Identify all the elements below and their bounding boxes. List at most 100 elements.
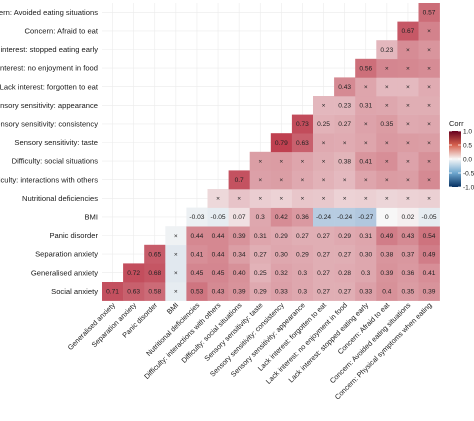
cell-value-label: × (427, 140, 431, 147)
heatmap-cell (397, 170, 419, 190)
cell-value-label: 0.63 (127, 289, 140, 296)
heatmap-cell (334, 151, 356, 171)
heatmap-cell (291, 226, 314, 246)
cell-value-label: 0.36 (402, 270, 415, 277)
cell-value-label: 0.36 (296, 214, 309, 221)
cell-value-label: × (174, 251, 178, 258)
cell-value-label: × (216, 196, 220, 203)
heatmap-cell (418, 170, 440, 190)
heatmap-cell (228, 282, 250, 301)
cell-value-label: 0.38 (380, 251, 393, 258)
cell-value-label: -0.03 (189, 214, 204, 221)
heatmap-cell (355, 96, 377, 115)
cell-value-label: × (427, 103, 431, 110)
cell-value-label: 0.39 (233, 233, 246, 240)
heatmap-cell (228, 263, 250, 283)
cell-value-label: 0.39 (423, 289, 436, 296)
heatmap-cell (313, 170, 335, 190)
y-tick-label: Separation anxiety (35, 250, 98, 259)
heatmap-cell (270, 170, 293, 190)
cell-value-label: × (258, 158, 262, 165)
cell-value-label: × (364, 196, 368, 203)
heatmap-cells: 0.71 0.63 0.58 × 0.53 0.43 0.39 0.29 0.33 0.3 0.27… (102, 3, 440, 301)
heatmap-cell (397, 151, 419, 171)
heatmap-cell (397, 263, 419, 283)
heatmap-cell (186, 244, 208, 264)
heatmap-cell (313, 263, 335, 283)
cell-value-label: 0.41 (423, 270, 436, 277)
heatmap-cell (334, 114, 356, 134)
cell-value-label: 0.72 (127, 270, 140, 277)
heatmap-cell (291, 170, 314, 190)
heatmap-cell (334, 170, 356, 190)
legend-tick-label: -1.0 (463, 184, 474, 191)
cell-value-label: 0.3 (298, 270, 307, 277)
heatmap-cell (207, 226, 229, 246)
heatmap-cell (397, 40, 419, 60)
cell-value-label: 0.33 (275, 289, 288, 296)
heatmap-cell (334, 133, 356, 153)
cell-value-label: -0.24 (337, 214, 352, 221)
cell-value-label: 0.44 (212, 251, 225, 258)
legend-tick-label: 0.0 (463, 156, 472, 163)
cell-value-label: 0.41 (359, 158, 372, 165)
y-tick-label: Sensory sensitivity: appearance (0, 101, 98, 110)
heatmap-cell (334, 282, 356, 301)
cell-value-label: 0.34 (233, 251, 246, 258)
heatmap-cell (313, 282, 335, 301)
cell-value-label: × (364, 140, 368, 147)
heatmap-cell (397, 96, 419, 115)
heatmap-cell (397, 133, 419, 153)
cell-value-label: × (385, 177, 389, 184)
legend-tick-label: 0.5 (463, 142, 472, 149)
cell-value-label: 0.43 (338, 84, 351, 91)
cell-value-label: 0.27 (317, 270, 330, 277)
heatmap-cell (418, 151, 440, 171)
heatmap-cell (376, 207, 398, 227)
cell-value-label: 0.33 (359, 289, 372, 296)
cell-value-label: × (343, 196, 347, 203)
heatmap-cell (186, 263, 208, 283)
cell-value-label: 0.58 (148, 289, 161, 296)
heatmap-cell (186, 282, 208, 301)
heatmap-cell (291, 151, 314, 171)
cell-value-label: 0.44 (212, 233, 225, 240)
heatmap-cell (418, 40, 440, 60)
cell-value-label: 0.32 (275, 270, 288, 277)
cell-value-label: 0.67 (402, 28, 415, 35)
heatmap-cell (144, 244, 166, 264)
cell-value-label: 0.3 (361, 270, 370, 277)
cell-value-label: 0.25 (254, 270, 267, 277)
heatmap-cell (334, 96, 356, 115)
y-tick-label: Lack interest: no enjoyment in food (0, 64, 98, 73)
heatmap-cell (397, 207, 419, 227)
cell-value-label: × (385, 140, 389, 147)
cell-value-label: 0.37 (402, 251, 415, 258)
y-tick-label: BMI (84, 213, 98, 222)
heatmap-cell (313, 114, 335, 134)
cell-value-label: × (279, 177, 283, 184)
cell-value-label: 0.27 (338, 121, 351, 128)
y-tick-label: Lack interest: forgotten to eat (0, 82, 99, 91)
cell-value-label: 0.43 (402, 233, 415, 240)
heatmap-cell (376, 263, 398, 283)
cell-value-label: × (385, 84, 389, 91)
heatmap-cell (270, 282, 293, 301)
legend-tick-label: -0.5 (463, 170, 474, 177)
heatmap-cell (376, 77, 398, 97)
heatmap-cell (313, 226, 335, 246)
heatmap-cell (291, 263, 314, 283)
cell-value-label: 0.23 (380, 47, 393, 54)
heatmap-cell (291, 244, 314, 264)
heatmap-cell (313, 207, 335, 227)
cell-value-label: -0.05 (211, 214, 226, 221)
heatmap-cell (313, 244, 335, 264)
cell-value-label: × (427, 28, 431, 35)
cell-value-label: 0.35 (402, 289, 415, 296)
cell-value-label: × (385, 103, 389, 110)
heatmap-cell (397, 226, 419, 246)
heatmap-cell (418, 96, 440, 115)
heatmap-cell (418, 21, 440, 41)
heatmap-cell (376, 282, 398, 301)
heatmap-cell (397, 114, 419, 134)
